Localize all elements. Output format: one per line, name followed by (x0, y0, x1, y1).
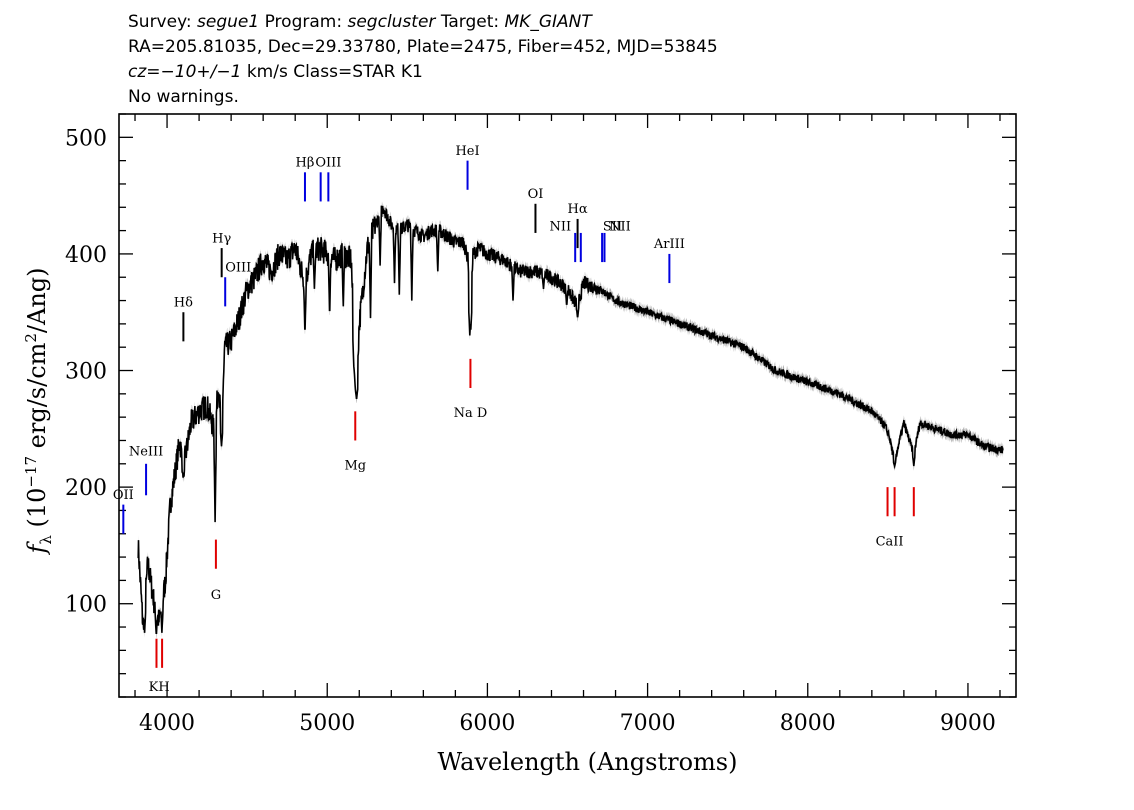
y-title-units-end: /Ang) (23, 267, 51, 333)
plot-frame (118, 113, 1017, 698)
redshift-value: cz=−10+/−1 (128, 62, 242, 82)
error-band-fill (138, 201, 1004, 638)
emission-line-label: NII (550, 220, 572, 235)
target-label: Target: (440, 12, 500, 32)
x-tick-label: 9000 (940, 711, 996, 736)
survey-label: Survey: (128, 12, 192, 32)
emission-line-label: NeIII (129, 445, 163, 460)
emission-line-label: OII (113, 488, 134, 503)
header-line-1: Survey: segue1 Program: segcluster Targe… (128, 12, 592, 32)
absorption-line-label: CaII (876, 534, 904, 549)
emission-line-label: Hβ (296, 155, 315, 170)
y-tick-label: 100 (65, 593, 107, 618)
absorption-line-label: Mg (344, 459, 366, 474)
target-value: MK_GIANT (504, 12, 592, 32)
emission-line-label: Hδ (174, 295, 193, 310)
emission-line-label: HeI (455, 144, 479, 159)
absorption-line-label: Na D (454, 406, 488, 421)
y-title-scale: (10 (23, 488, 51, 536)
class-value: km/s Class=STAR K1 (241, 62, 423, 82)
emission-line-label: Hγ (212, 231, 231, 246)
spectrum-series (137, 205, 1004, 635)
x-tick-label: 8000 (780, 711, 836, 736)
absorption-line-label: G (211, 588, 221, 603)
emission-line-label: ArIII (653, 237, 685, 252)
x-tick-label: 5000 (299, 711, 355, 736)
y-tick-label: 300 (65, 360, 107, 385)
spectrum-line (137, 205, 1004, 635)
error-band (138, 201, 1004, 638)
program-label: Program: (264, 12, 343, 32)
y-title-area-exponent: 2 (22, 333, 40, 343)
header-line-4: No warnings. (128, 87, 239, 107)
emission-line-label: Hα (568, 202, 588, 217)
absorption-line-label: KH (149, 680, 170, 695)
y-title-lambda: λ (37, 535, 55, 545)
y-tick-label: 500 (65, 126, 107, 151)
y-axis-title: fλ (10−17 erg/s/cm2/Ang) (22, 267, 55, 555)
y-title-units: erg/s/cm (23, 342, 51, 456)
emission-line-label: NII (609, 220, 631, 235)
x-tick-label: 6000 (459, 711, 515, 736)
emission-line-label: OIII (225, 260, 251, 275)
x-tick-label: 4000 (139, 711, 195, 736)
emission-line-label: OI (528, 187, 544, 202)
header-line-3: cz=−10+/−1 km/s Class=STAR K1 (128, 62, 423, 82)
x-tick-label: 7000 (620, 711, 676, 736)
emission-line-label: OIII (315, 155, 341, 170)
y-tick-label: 200 (65, 476, 107, 501)
y-title-exponent: −17 (22, 456, 40, 488)
program-value: segcluster (347, 12, 436, 32)
survey-value: segue1 (197, 12, 260, 32)
header-line-2: RA=205.81035, Dec=29.33780, Plate=2475, … (128, 37, 718, 57)
x-axis-title: Wavelength (Angstroms) (438, 748, 738, 776)
axes: 4000 5000 6000 7000 8000 9000 100 200 300 400 500 W… (22, 113, 1017, 776)
emission-line-label: SII (603, 220, 622, 235)
y-tick-label: 400 (65, 243, 107, 268)
